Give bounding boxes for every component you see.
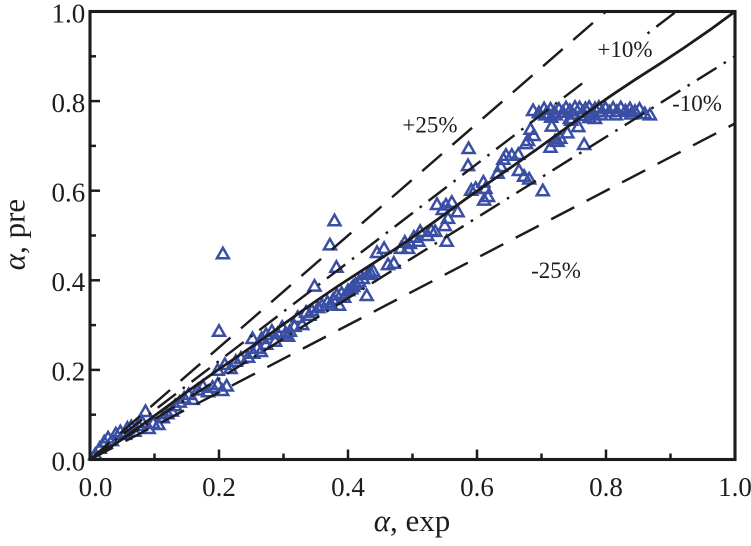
svg-text:+25%: +25% — [402, 112, 457, 137]
svg-text:1.0: 1.0 — [718, 472, 751, 502]
svg-text:0.4: 0.4 — [331, 472, 365, 502]
svg-text:0.4: 0.4 — [52, 267, 86, 297]
svg-text:α, exp: α, exp — [374, 503, 451, 538]
svg-text:0.0: 0.0 — [52, 446, 86, 476]
svg-text:0.0: 0.0 — [79, 472, 113, 502]
svg-text:-10%: -10% — [672, 91, 722, 116]
svg-text:0.2: 0.2 — [52, 357, 86, 387]
svg-text:0.8: 0.8 — [52, 88, 86, 118]
svg-text:+10%: +10% — [597, 37, 652, 62]
svg-text:0.6: 0.6 — [460, 472, 494, 502]
svg-text:0.2: 0.2 — [202, 472, 236, 502]
svg-text:α, pre: α, pre — [0, 199, 32, 270]
svg-text:0.6: 0.6 — [52, 178, 86, 208]
svg-text:-25%: -25% — [531, 258, 581, 283]
svg-text:1.0: 1.0 — [52, 0, 86, 28]
svg-text:0.8: 0.8 — [589, 472, 623, 502]
